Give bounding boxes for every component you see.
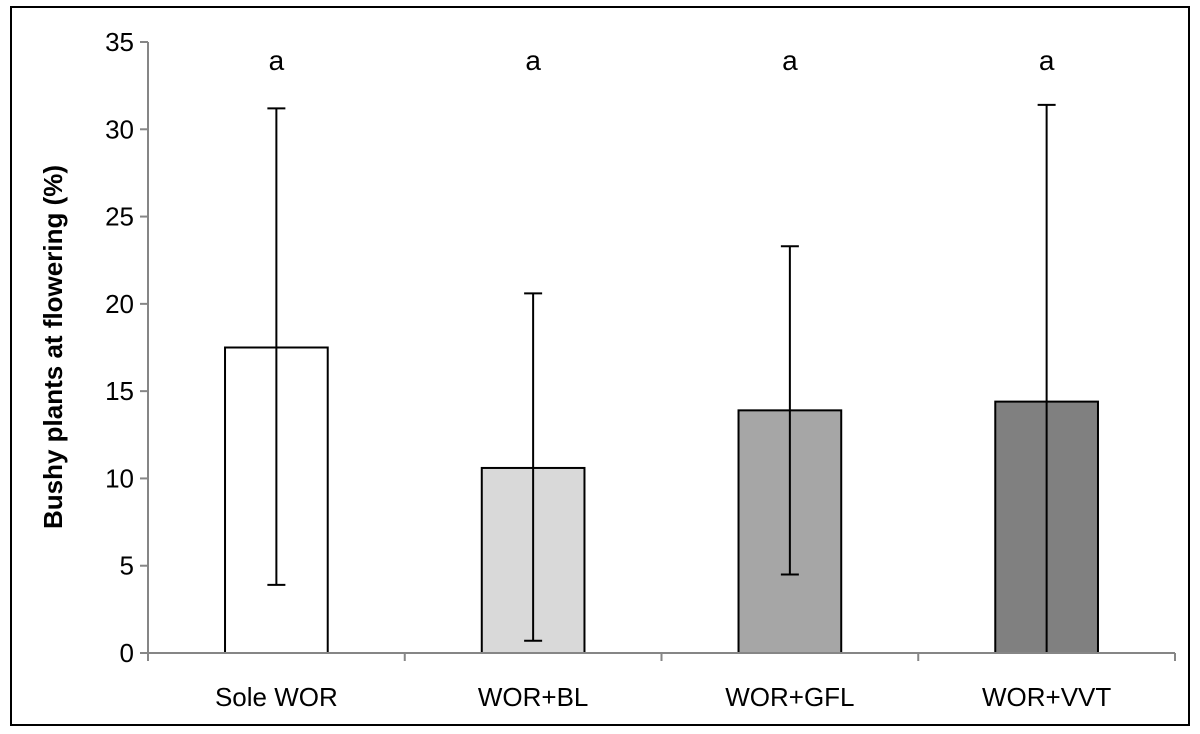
y-tick-label: 5 <box>120 551 134 581</box>
y-tick-label: 30 <box>105 114 134 144</box>
significance-letter: a <box>269 45 285 76</box>
y-tick-label: 25 <box>105 202 134 232</box>
y-tick-label: 35 <box>105 27 134 57</box>
y-tick-label: 20 <box>105 289 134 319</box>
x-category-label: WOR+GFL <box>725 682 854 712</box>
y-axis-title: Bushy plants at flowering (%) <box>38 165 68 529</box>
x-category-label: WOR+BL <box>478 682 589 712</box>
error-bars-group <box>267 103 1056 653</box>
chart-frame <box>10 6 1190 726</box>
x-category-label: Sole WOR <box>215 682 338 712</box>
significance-letter: a <box>525 45 541 76</box>
y-tick-label: 15 <box>105 376 134 406</box>
significance-letter: a <box>1039 45 1055 76</box>
y-tick-label: 10 <box>105 463 134 493</box>
y-axis: 0 5 10 15 20 25 30 35 <box>105 27 149 668</box>
x-axis: Sole WOR WOR+BL WOR+GFL WOR+VVT <box>147 652 1176 712</box>
x-category-label: WOR+VVT <box>982 682 1111 712</box>
y-tick-label: 0 <box>120 638 134 668</box>
significance-letter: a <box>782 45 798 76</box>
